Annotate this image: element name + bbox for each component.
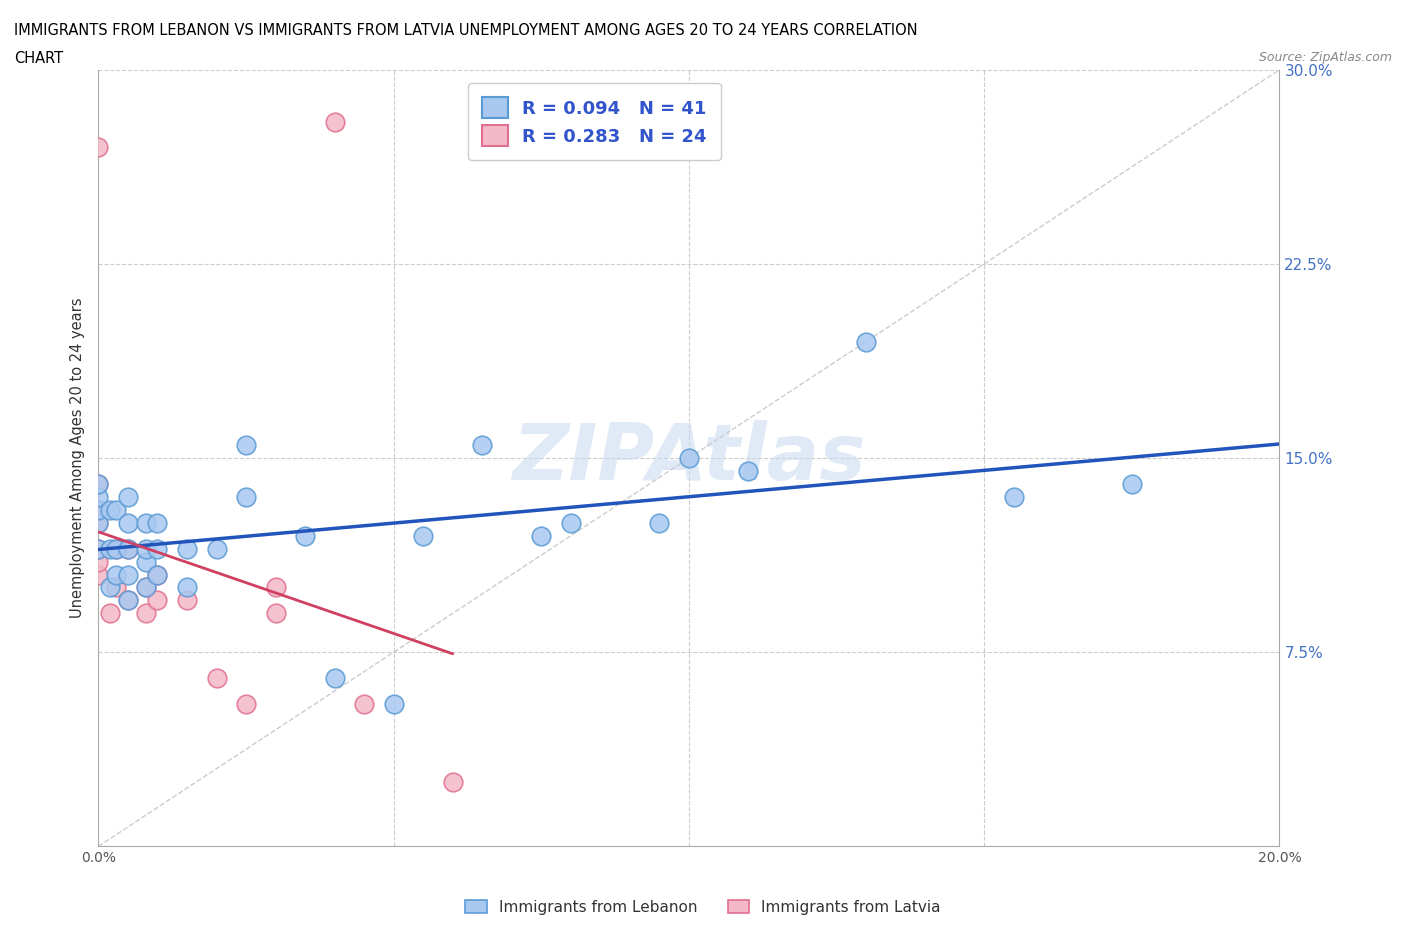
Legend: R = 0.094   N = 41, R = 0.283   N = 24: R = 0.094 N = 41, R = 0.283 N = 24	[468, 83, 721, 161]
Point	[294, 528, 316, 543]
Point	[323, 671, 346, 685]
Point	[87, 489, 110, 504]
Point	[530, 528, 553, 543]
Point	[146, 567, 169, 582]
Point	[205, 671, 228, 685]
Point	[105, 567, 128, 582]
Point	[264, 580, 287, 595]
Point	[87, 476, 110, 491]
Point	[678, 451, 700, 466]
Point	[87, 502, 110, 517]
Point	[87, 140, 110, 154]
Point	[87, 554, 110, 569]
Point	[235, 489, 257, 504]
Point	[382, 697, 405, 711]
Point	[146, 515, 169, 530]
Point	[235, 697, 257, 711]
Point	[87, 476, 110, 491]
Point	[87, 502, 110, 517]
Point	[117, 593, 139, 608]
Point	[135, 580, 157, 595]
Point	[648, 515, 671, 530]
Point	[117, 541, 139, 556]
Point	[87, 541, 110, 556]
Text: CHART: CHART	[14, 51, 63, 66]
Point	[146, 567, 169, 582]
Point	[87, 541, 110, 556]
Point	[98, 606, 121, 621]
Point	[117, 567, 139, 582]
Point	[87, 515, 110, 530]
Point	[135, 515, 157, 530]
Point	[105, 502, 128, 517]
Point	[98, 580, 121, 595]
Point	[1121, 476, 1143, 491]
Point	[146, 541, 169, 556]
Point	[98, 502, 121, 517]
Point	[855, 334, 877, 349]
Point	[117, 593, 139, 608]
Point	[441, 774, 464, 789]
Point	[235, 438, 257, 453]
Point	[105, 580, 128, 595]
Y-axis label: Unemployment Among Ages 20 to 24 years: Unemployment Among Ages 20 to 24 years	[69, 298, 84, 618]
Point	[560, 515, 582, 530]
Point	[412, 528, 434, 543]
Point	[264, 606, 287, 621]
Point	[87, 567, 110, 582]
Point	[98, 541, 121, 556]
Point	[471, 438, 494, 453]
Point	[117, 515, 139, 530]
Point	[176, 593, 198, 608]
Text: Source: ZipAtlas.com: Source: ZipAtlas.com	[1258, 51, 1392, 64]
Point	[87, 515, 110, 530]
Point	[146, 593, 169, 608]
Point	[1002, 489, 1025, 504]
Point	[176, 580, 198, 595]
Point	[135, 580, 157, 595]
Point	[117, 541, 139, 556]
Point	[135, 554, 157, 569]
Point	[323, 114, 346, 129]
Point	[105, 541, 128, 556]
Point	[353, 697, 375, 711]
Legend: Immigrants from Lebanon, Immigrants from Latvia: Immigrants from Lebanon, Immigrants from…	[457, 892, 949, 923]
Text: IMMIGRANTS FROM LEBANON VS IMMIGRANTS FROM LATVIA UNEMPLOYMENT AMONG AGES 20 TO : IMMIGRANTS FROM LEBANON VS IMMIGRANTS FR…	[14, 23, 918, 38]
Point	[135, 541, 157, 556]
Point	[205, 541, 228, 556]
Point	[135, 606, 157, 621]
Point	[105, 541, 128, 556]
Point	[117, 489, 139, 504]
Text: ZIPAtlas: ZIPAtlas	[512, 420, 866, 496]
Point	[176, 541, 198, 556]
Point	[737, 463, 759, 478]
